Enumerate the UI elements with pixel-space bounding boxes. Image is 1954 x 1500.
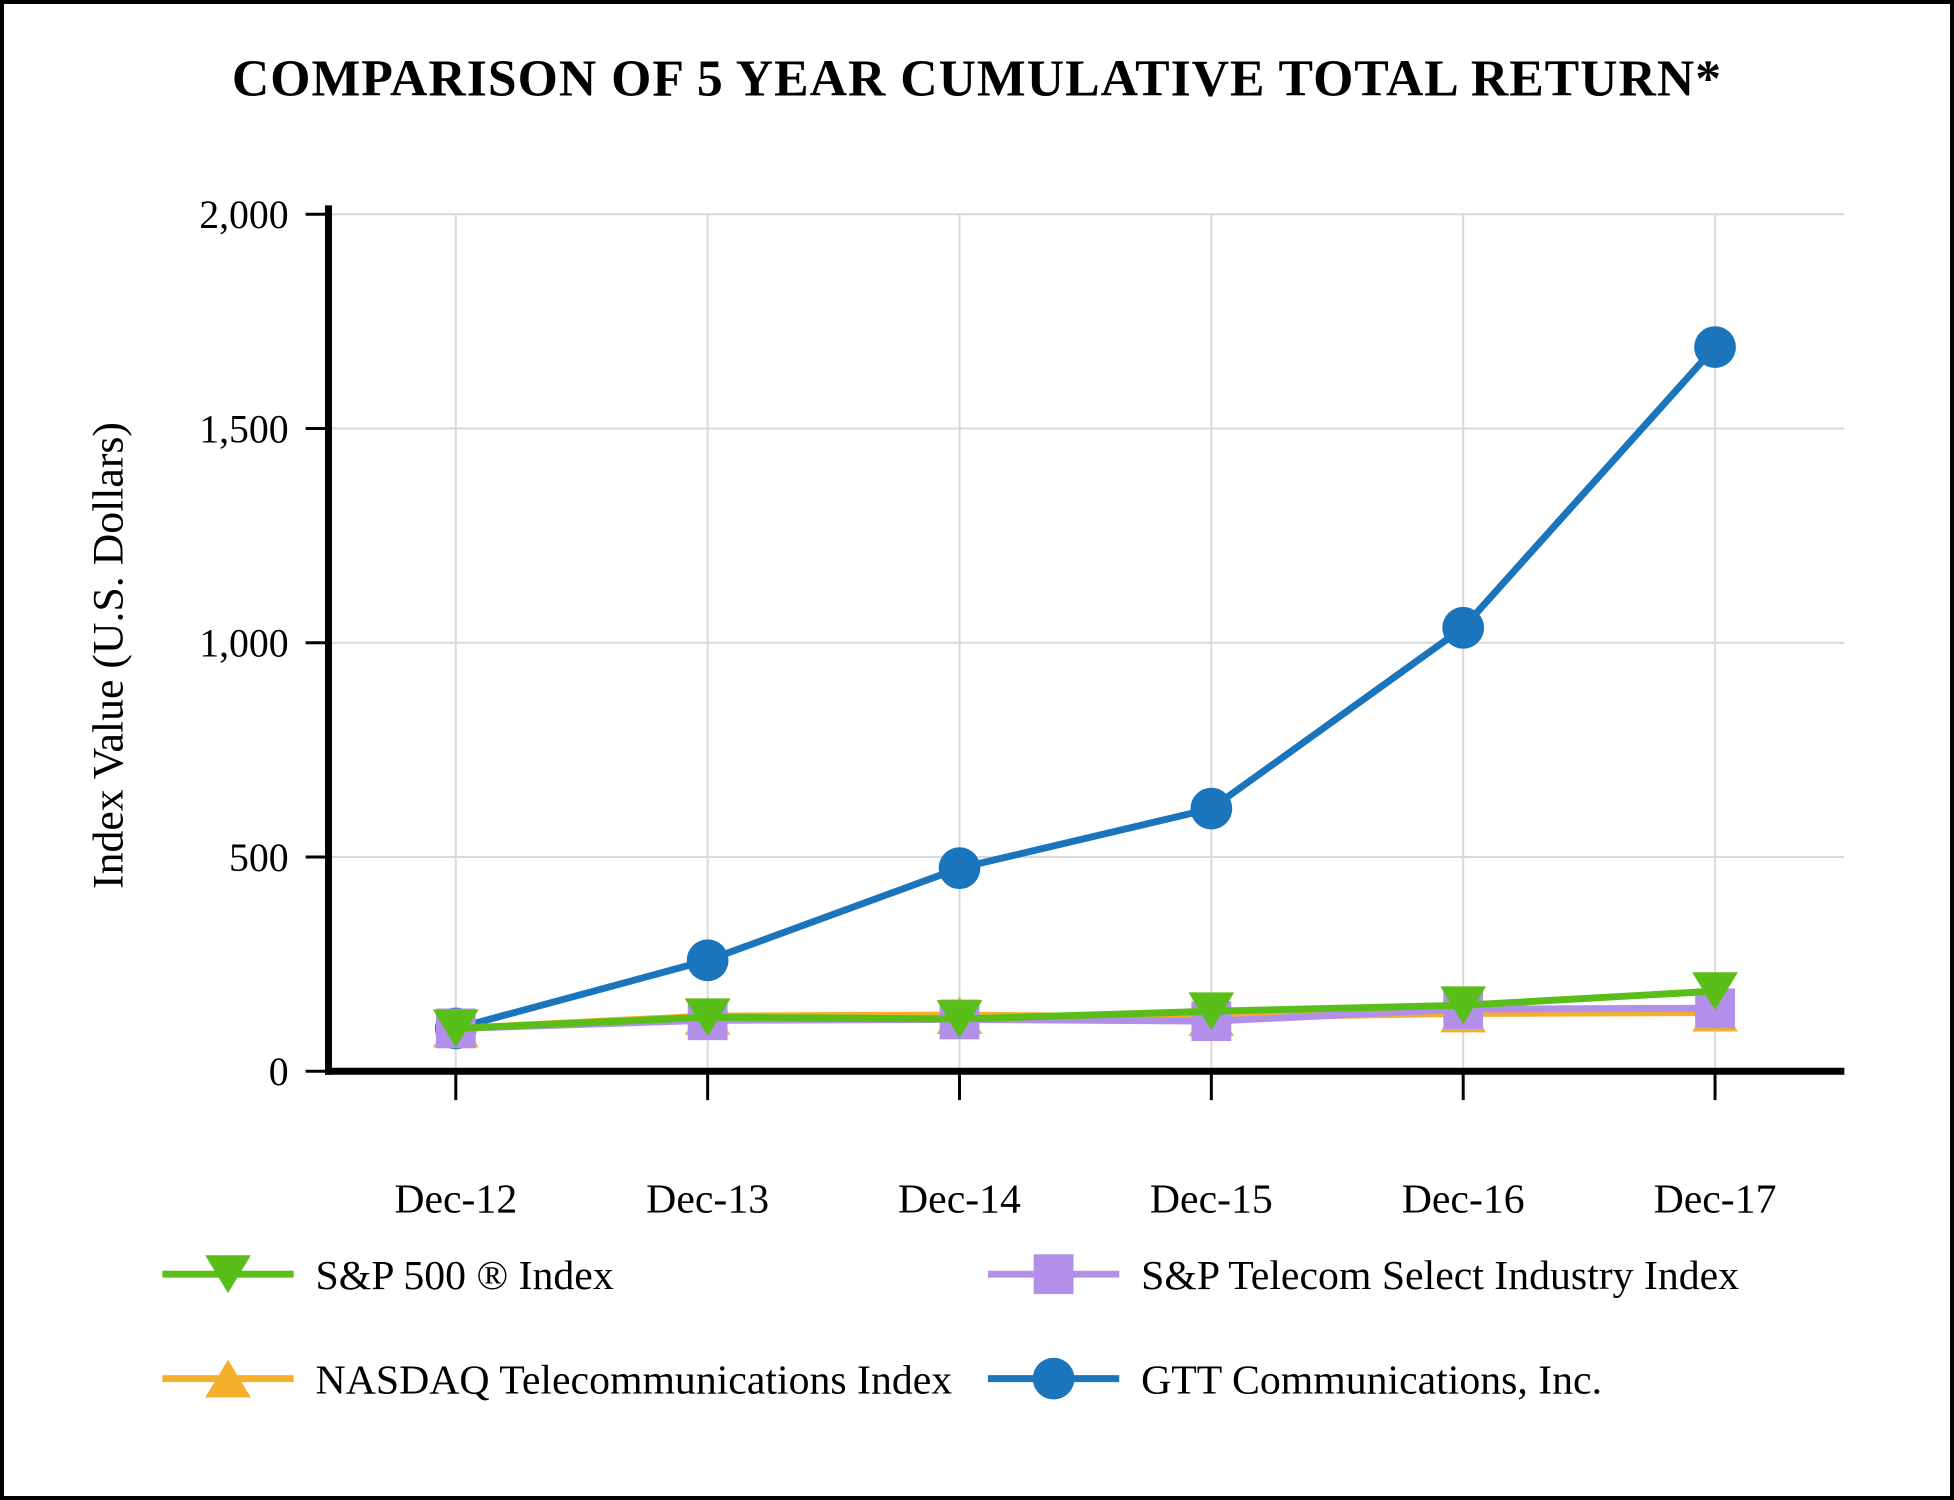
chart-title: COMPARISON OF 5 YEAR CUMULATIVE TOTAL RE… xyxy=(232,51,1722,108)
legend-marker xyxy=(1032,1357,1075,1400)
series-line-gtt-communications-inc xyxy=(454,344,1718,1032)
x-tick-label: Dec-14 xyxy=(898,1177,1021,1223)
marker-s-p-500-index xyxy=(684,998,731,1037)
marker-gtt-communications-inc xyxy=(1694,326,1736,368)
y-tick-label: 500 xyxy=(229,836,289,880)
marker-s-p-500-index xyxy=(1440,986,1487,1025)
marker-gtt-communications-inc xyxy=(1442,606,1485,649)
legend-item: NASDAQ Telecommunications Index xyxy=(162,1358,952,1404)
marker-s-p-500-index xyxy=(432,1009,479,1048)
legend-label: S&P Telecom Select Industry Index xyxy=(1141,1253,1739,1299)
y-tick-label: 0 xyxy=(269,1050,289,1094)
performance-chart-svg: COMPARISON OF 5 YEAR CUMULATIVE TOTAL RE… xyxy=(85,51,1845,1404)
x-tick-label: Dec-15 xyxy=(1150,1177,1273,1223)
legend-item: GTT Communications, Inc. xyxy=(987,1357,1602,1404)
axes-layer: 0 500 1,000 1,500 2,000 Dec-12 Dec-13 Dec-14 Dec… xyxy=(199,193,1845,1223)
marker-s-p-500-index xyxy=(936,1000,983,1038)
legend-marker xyxy=(205,1255,251,1294)
legend-marker xyxy=(1033,1254,1074,1295)
gridlines-layer xyxy=(328,213,1845,1072)
y-tick-label: 2,000 xyxy=(199,193,288,237)
marker-gtt-communications-inc xyxy=(938,847,981,890)
marker-gtt-communications-inc xyxy=(1190,787,1233,830)
legend-label: NASDAQ Telecommunications Index xyxy=(316,1358,953,1404)
legend-item: S&P Telecom Select Industry Index xyxy=(987,1253,1739,1299)
legend-label: S&P 500 ® Index xyxy=(316,1253,614,1299)
y-tick-label: 1,000 xyxy=(199,622,288,666)
x-tick-label: Dec-16 xyxy=(1402,1177,1525,1223)
legend-marker xyxy=(205,1359,251,1398)
x-tick-label: Dec-17 xyxy=(1654,1177,1777,1223)
marker-s-p-500-index xyxy=(1692,972,1738,1011)
marker-s-p-500-index xyxy=(1188,992,1235,1031)
legend-item: S&P 500 ® Index xyxy=(162,1253,614,1299)
series-line-s-p-500-index xyxy=(455,987,1716,1032)
marker-gtt-communications-inc xyxy=(686,939,729,982)
x-tick-label: Dec-13 xyxy=(646,1177,769,1223)
series-layer xyxy=(432,326,1738,1050)
legend-label: GTT Communications, Inc. xyxy=(1141,1358,1602,1404)
legend: S&P 500 ® Index S&P Telecom Select Indust… xyxy=(162,1253,1739,1404)
x-tick-label: Dec-12 xyxy=(394,1177,517,1223)
y-axis-title: Index Value (U.S. Dollars) xyxy=(85,422,133,889)
y-tick-label: 1,500 xyxy=(199,407,288,451)
